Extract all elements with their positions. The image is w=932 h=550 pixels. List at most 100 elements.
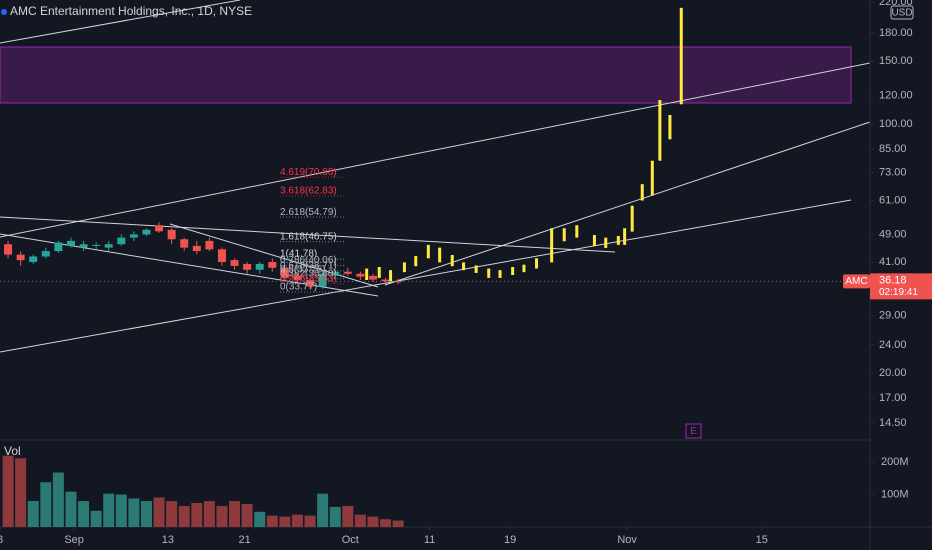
zone-rectangle [0, 46, 852, 104]
volume-bar [342, 505, 354, 527]
y-tick-label: 100.00 [879, 118, 913, 130]
y-tick-label: 49.00 [879, 228, 907, 240]
candle-body [268, 262, 277, 268]
x-tick-label: 11 [424, 534, 435, 546]
symbol-tag [843, 274, 870, 289]
volume-bar [291, 514, 303, 527]
y-tick-label: 17.00 [879, 392, 907, 404]
currency: USD [891, 8, 912, 19]
projection-bar [658, 100, 662, 161]
projection-bar [511, 266, 515, 275]
volume-bar [40, 482, 52, 527]
candle-body [192, 245, 201, 252]
volume-bar [128, 498, 140, 527]
volume-bar [392, 520, 404, 527]
volume-bar [254, 511, 266, 527]
volume-bar [279, 516, 291, 527]
volume-bar [380, 519, 392, 527]
trend-line [0, 233, 379, 297]
event-box[interactable] [685, 423, 702, 439]
projection-bar [535, 258, 539, 269]
y-tick-label: 20.00 [879, 367, 907, 379]
y-tick-label: 14.50 [879, 417, 907, 429]
projection-bar [616, 236, 620, 245]
fib-label: 0.382(36.80) [280, 268, 337, 279]
volume-bar [178, 505, 190, 527]
projection-bar [550, 228, 554, 263]
projection-bar [389, 270, 393, 282]
volume-bar [2, 455, 14, 527]
fib-label: 1(41.78) [280, 249, 317, 260]
price-tag [870, 273, 932, 300]
fib-label: 2.618(54.79) [280, 207, 337, 218]
projection-bar [426, 244, 430, 259]
volume-bar [203, 501, 215, 527]
candle-body [66, 240, 75, 246]
volume-bar [115, 494, 127, 527]
trend-line [0, 216, 616, 253]
projection-bar [562, 228, 566, 242]
candle-body [356, 273, 365, 277]
trend-line [0, 0, 241, 44]
projection-bar [414, 256, 418, 267]
projection-bar [575, 225, 579, 238]
candle-body [368, 275, 377, 280]
x-tick-label: 15 [756, 534, 768, 546]
candle-body [255, 263, 264, 270]
fib-label: 0.786(40.06) [280, 255, 337, 266]
candle-body [129, 234, 138, 238]
fib-label: 0.618(38.71) [280, 261, 337, 272]
candle-body [230, 260, 239, 266]
candle-body [318, 273, 327, 287]
volume-bar [317, 493, 329, 527]
currency-box[interactable] [890, 5, 914, 20]
candle-body [243, 263, 252, 270]
volume-bar [266, 515, 278, 527]
projection-bar [462, 262, 466, 271]
trend-line [0, 199, 852, 353]
trend-line [169, 223, 379, 288]
candle-body [293, 275, 302, 281]
projection-bar [650, 160, 654, 196]
projection-bar [402, 262, 406, 273]
projection-bar [450, 255, 454, 267]
symbol-tag-label: AMC [845, 276, 867, 287]
price-tag-label: 36.18 [879, 274, 907, 286]
trend-line [384, 121, 871, 286]
volume-bar [304, 515, 316, 527]
volume-bar [65, 491, 77, 527]
symbol-icon [1, 9, 7, 15]
candle-body [16, 254, 25, 261]
volume-bar [153, 497, 165, 527]
y-tick-label: 220.00 [879, 0, 913, 8]
candle-body [167, 229, 176, 240]
y-tick-label: 180.00 [879, 27, 913, 39]
candle-body [331, 271, 340, 276]
candle-body [343, 271, 352, 274]
candle-body [4, 244, 13, 255]
x-tick-label: Nov [617, 534, 637, 546]
volume-bar [90, 510, 102, 527]
projection-bar [487, 268, 491, 278]
volume-label: Vol [4, 444, 21, 458]
candle-body [54, 242, 63, 252]
projection-bar [592, 235, 596, 246]
candle-body [117, 237, 126, 245]
projection-bar [640, 184, 644, 201]
candle-body [280, 267, 289, 278]
volume-bar [52, 472, 64, 527]
volume-bar [354, 514, 366, 527]
projection-bar [522, 264, 526, 273]
candle-body [92, 244, 101, 246]
volume-bar [27, 501, 39, 527]
x-tick-label: 19 [504, 534, 516, 546]
projection-bar [668, 115, 672, 140]
y-tick-label: 85.00 [879, 143, 907, 155]
x-tick-label: Oct [342, 534, 359, 546]
fib-label: 0(33.77) [280, 282, 317, 293]
volume-bar [191, 503, 203, 527]
candle-body [155, 225, 164, 232]
